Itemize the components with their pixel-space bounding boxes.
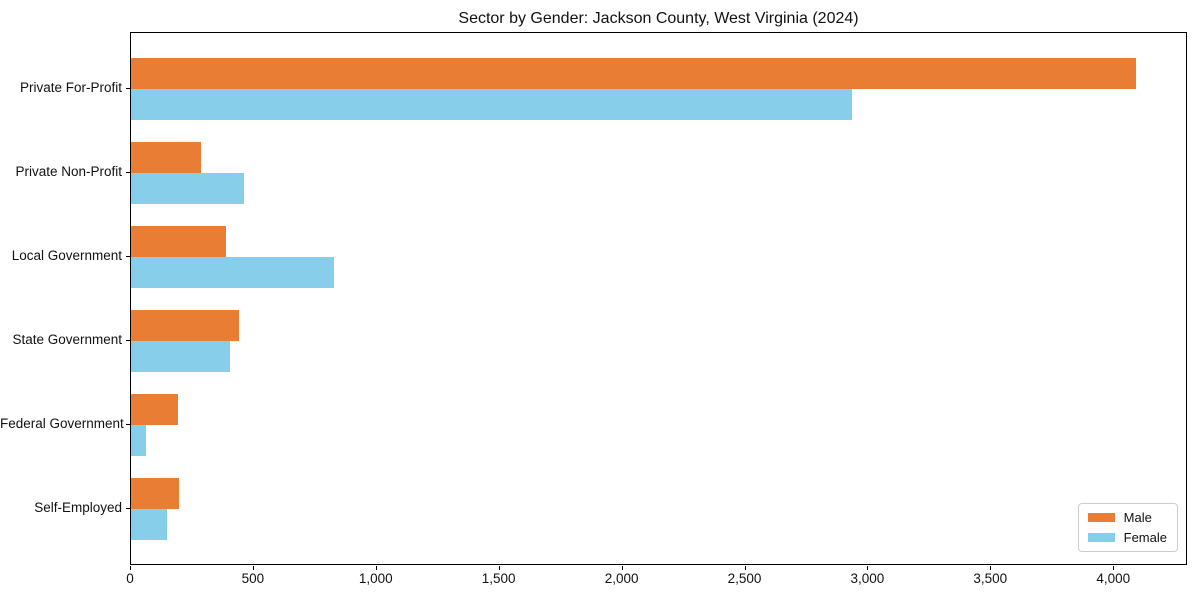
x-tick-mark (867, 566, 869, 570)
x-axis-label: 3,500 (973, 571, 1008, 586)
y-tick-mark (126, 256, 130, 257)
bar-male-private-for-profit (131, 58, 1136, 89)
legend: Male Female (1077, 503, 1178, 552)
bar-male-self-employed (131, 478, 179, 509)
x-tick-mark (621, 566, 623, 570)
x-tick-mark (375, 566, 377, 570)
bar-female-local-government (131, 257, 334, 288)
x-axis-label: 4,000 (1096, 571, 1131, 586)
bar-male-local-government (131, 226, 226, 257)
y-tick-mark (126, 172, 130, 173)
bar-male-state-government (131, 310, 239, 341)
x-axis-label: 3,000 (850, 571, 885, 586)
bar-female-self-employed (131, 509, 167, 540)
y-tick-mark (126, 508, 130, 509)
x-tick-mark (130, 566, 131, 570)
chart-title: Sector by Gender: Jackson County, West V… (458, 10, 859, 27)
legend-swatch-male (1087, 513, 1115, 522)
x-axis-label: 1,500 (481, 571, 516, 586)
y-tick-mark (126, 340, 130, 341)
x-axis-label: 2,500 (727, 571, 762, 586)
y-axis-label: Self-Employed (34, 500, 122, 515)
x-tick-mark (498, 566, 500, 570)
legend-label-female: Female (1123, 530, 1167, 545)
x-axis-label: 2,000 (604, 571, 639, 586)
y-axis-label: Private Non-Profit (15, 164, 122, 179)
legend-entry-male: Male (1087, 510, 1167, 525)
bar-female-private-for-profit (131, 89, 852, 120)
x-axis-label: 1,000 (358, 571, 393, 586)
legend-label-male: Male (1123, 510, 1152, 525)
bar-male-federal-government (131, 394, 178, 425)
y-axis-label: State Government (12, 332, 122, 347)
x-axis-label: 0 (126, 571, 134, 586)
y-tick-mark (126, 424, 130, 425)
y-tick-mark (126, 88, 130, 89)
x-tick-mark (1113, 566, 1115, 570)
y-axis-label: Private For-Profit (19, 80, 122, 95)
x-tick-mark (990, 566, 992, 570)
y-axis-label: Local Government (11, 248, 122, 263)
bar-female-federal-government (131, 425, 146, 456)
plot-area: Male Female (130, 32, 1187, 565)
x-tick-mark (252, 566, 254, 570)
legend-entry-female: Female (1087, 530, 1167, 545)
y-axis-label: Federal Government (0, 416, 124, 431)
x-axis-label: 500 (241, 571, 265, 586)
bar-female-state-government (131, 341, 231, 372)
bar-male-private-non-profit (131, 142, 202, 173)
x-tick-mark (744, 566, 746, 570)
bar-female-private-non-profit (131, 173, 245, 204)
legend-swatch-female (1087, 533, 1115, 542)
